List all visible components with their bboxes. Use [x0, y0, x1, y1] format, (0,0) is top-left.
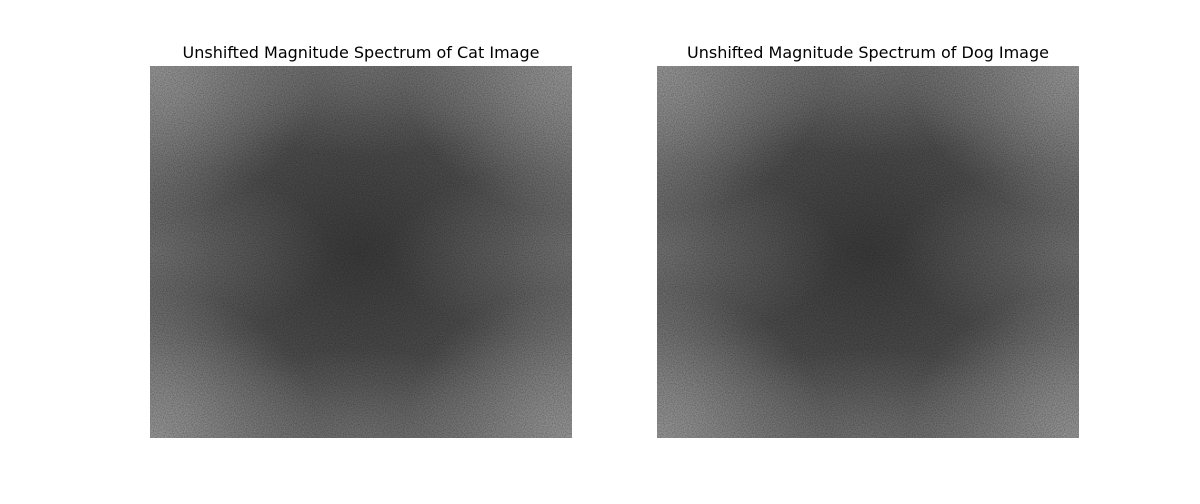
panel-title: Unshifted Magnitude Spectrum of Cat Imag…: [183, 43, 540, 62]
image-noise: [657, 66, 1079, 438]
panel-title: Unshifted Magnitude Spectrum of Dog Imag…: [687, 43, 1049, 62]
spectrum-image: [657, 66, 1079, 438]
spectrum-image: [150, 66, 572, 438]
image-noise: [150, 66, 572, 438]
